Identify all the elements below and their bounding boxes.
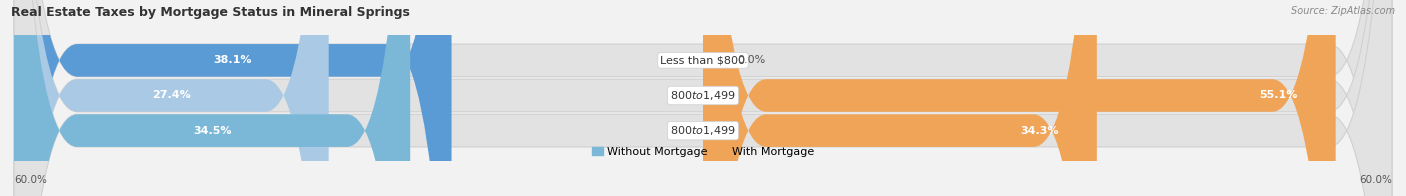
FancyBboxPatch shape [14, 0, 1392, 196]
Text: 0.0%: 0.0% [738, 55, 766, 65]
FancyBboxPatch shape [14, 0, 1392, 196]
Text: 27.4%: 27.4% [152, 91, 191, 101]
FancyBboxPatch shape [14, 0, 411, 196]
Text: Less than $800: Less than $800 [661, 55, 745, 65]
Text: $800 to $1,499: $800 to $1,499 [671, 89, 735, 102]
FancyBboxPatch shape [703, 0, 1097, 196]
Text: 55.1%: 55.1% [1260, 91, 1298, 101]
Text: $800 to $1,499: $800 to $1,499 [671, 124, 735, 137]
Legend: Without Mortgage, With Mortgage: Without Mortgage, With Mortgage [588, 142, 818, 162]
FancyBboxPatch shape [14, 0, 1392, 196]
Text: 38.1%: 38.1% [214, 55, 252, 65]
Text: 60.0%: 60.0% [1360, 174, 1392, 184]
FancyBboxPatch shape [703, 0, 1336, 196]
Text: Real Estate Taxes by Mortgage Status in Mineral Springs: Real Estate Taxes by Mortgage Status in … [11, 6, 411, 19]
Text: 34.5%: 34.5% [193, 126, 232, 136]
FancyBboxPatch shape [14, 0, 451, 196]
Text: Source: ZipAtlas.com: Source: ZipAtlas.com [1291, 6, 1395, 16]
Text: 34.3%: 34.3% [1021, 126, 1059, 136]
Text: 60.0%: 60.0% [14, 174, 46, 184]
FancyBboxPatch shape [14, 0, 329, 196]
